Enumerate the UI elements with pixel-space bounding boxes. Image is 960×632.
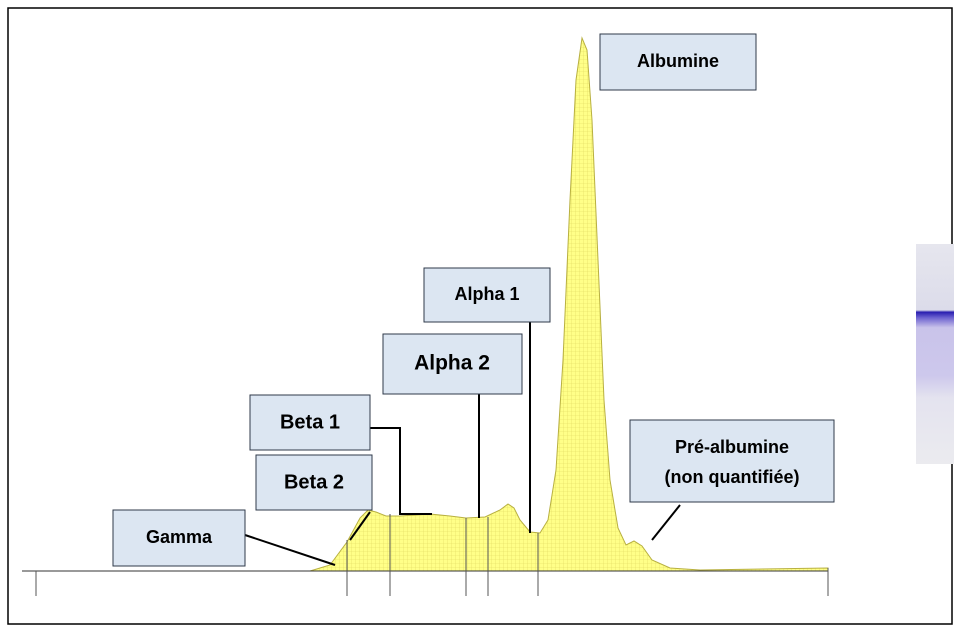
electrophoresis-diagram: Albumine Alpha 1 Alpha 2 Beta 1 Beta 2 G… (0, 0, 960, 632)
label-text: Gamma (146, 527, 213, 547)
label-text: Alpha 1 (454, 284, 519, 304)
label-gamma: Gamma (113, 510, 245, 566)
label-prealbumine: Pré-albumine (non quantifiée) (630, 420, 834, 502)
page: {"labels": { "albumine": "Albumine", "al… (0, 0, 960, 632)
label-text: Albumine (637, 51, 719, 71)
label-alpha2: Alpha 2 (383, 334, 522, 394)
label-text: (non quantifiée) (665, 467, 800, 487)
label-albumine: Albumine (600, 34, 756, 90)
label-alpha1: Alpha 1 (424, 268, 550, 322)
label-text: Beta 1 (280, 411, 340, 433)
label-text: Beta 2 (284, 471, 344, 493)
label-beta1: Beta 1 (250, 395, 370, 450)
label-text: Pré-albumine (675, 437, 789, 457)
label-text: Alpha 2 (414, 352, 490, 375)
label-beta2: Beta 2 (256, 455, 372, 510)
gel-strip (916, 244, 954, 464)
